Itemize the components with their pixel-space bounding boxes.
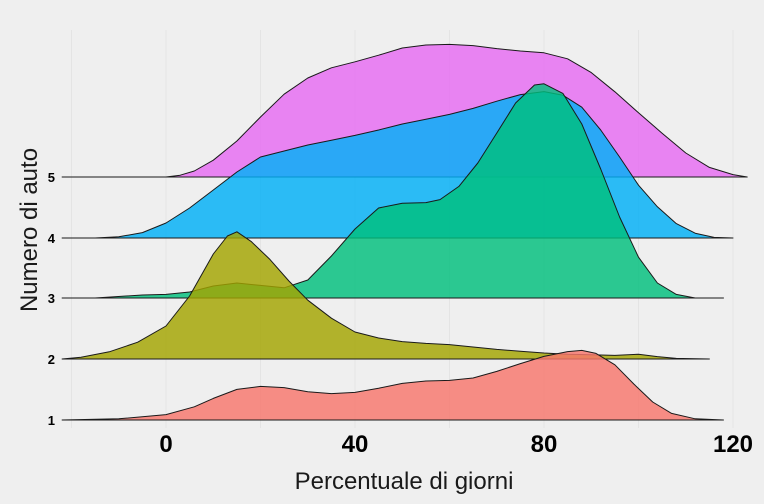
y-tick-label: 5 xyxy=(48,170,55,185)
ridges xyxy=(61,43,748,421)
y-tick-label: 3 xyxy=(48,291,55,306)
y-tick-label: 4 xyxy=(48,231,56,246)
x-tick-label: 120 xyxy=(713,431,753,458)
y-tick-label: 2 xyxy=(48,352,55,367)
x-tick-labels: 0 40 80 120 xyxy=(159,431,753,458)
y-tick-label: 1 xyxy=(48,413,55,428)
y-tick-labels: 1 2 3 4 5 xyxy=(48,170,56,428)
y-axis-title: Numero di auto xyxy=(16,148,43,312)
x-axis-title: Percentuale di giorni xyxy=(295,468,514,495)
x-tick-label: 0 xyxy=(159,431,172,458)
ridge-2 xyxy=(61,231,710,360)
x-tick-label: 80 xyxy=(531,431,558,458)
x-tick-label: 40 xyxy=(342,431,369,458)
ridge-1 xyxy=(61,349,724,421)
